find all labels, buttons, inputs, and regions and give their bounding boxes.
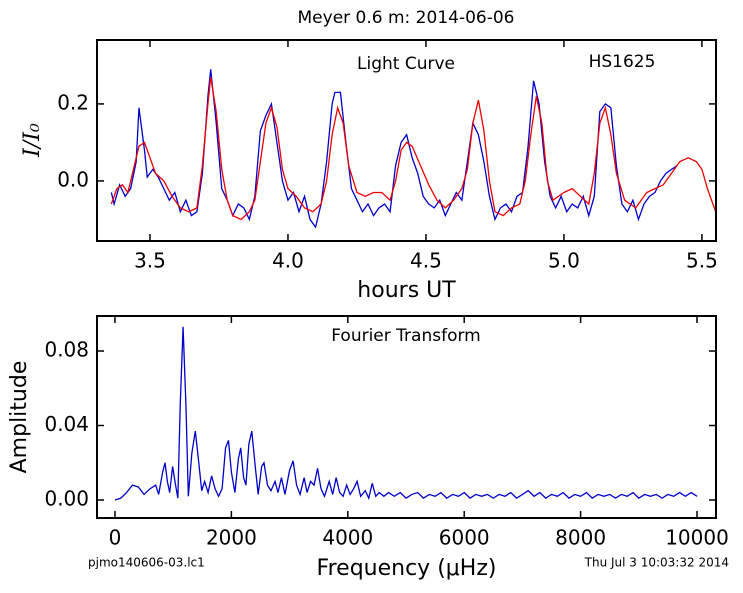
y-tick-label: 0.00 [44, 487, 89, 511]
data-line [114, 326, 698, 501]
footer-left: pjmo140606-03.lc1 [88, 556, 205, 570]
data-line [110, 69, 678, 229]
y-tick-label: 0.08 [44, 338, 89, 362]
x-tick-label: 6000 [439, 526, 490, 550]
x-axis-label: hours UT [357, 278, 456, 303]
x-tick-label: 4000 [322, 526, 373, 550]
x-tick-label: 4.0 [272, 249, 304, 273]
axes-title: Fourier Transform [331, 326, 480, 346]
figure-title: Meyer 0.6 m: 2014-06-06 [298, 8, 515, 28]
annotation: HS1625 [589, 52, 656, 72]
x-tick-label: 4.5 [410, 249, 442, 273]
x-tick-label: 10000 [665, 526, 729, 550]
data-line [110, 76, 716, 221]
x-tick-label: 3.5 [134, 249, 166, 273]
annotation: Light Curve [357, 54, 455, 74]
x-tick-label: 5.5 [686, 249, 718, 273]
x-tick-label: 2000 [206, 526, 257, 550]
axes-frame [96, 315, 717, 519]
x-tick-label: 0 [109, 526, 122, 550]
y-axis-label: Amplitude [7, 361, 32, 474]
y-tick-label: 0.0 [57, 167, 89, 191]
footer-right: Thu Jul 3 10:03:32 2014 [584, 556, 729, 570]
y-tick-label: 0.04 [44, 412, 89, 436]
x-axis-label: Frequency (μHz) [317, 556, 497, 581]
x-tick-label: 5.0 [548, 249, 580, 273]
x-tick-label: 8000 [555, 526, 606, 550]
axes-frame [96, 39, 717, 242]
y-tick-label: 0.2 [57, 90, 89, 114]
y-axis-label: I/I₀ [20, 123, 45, 158]
